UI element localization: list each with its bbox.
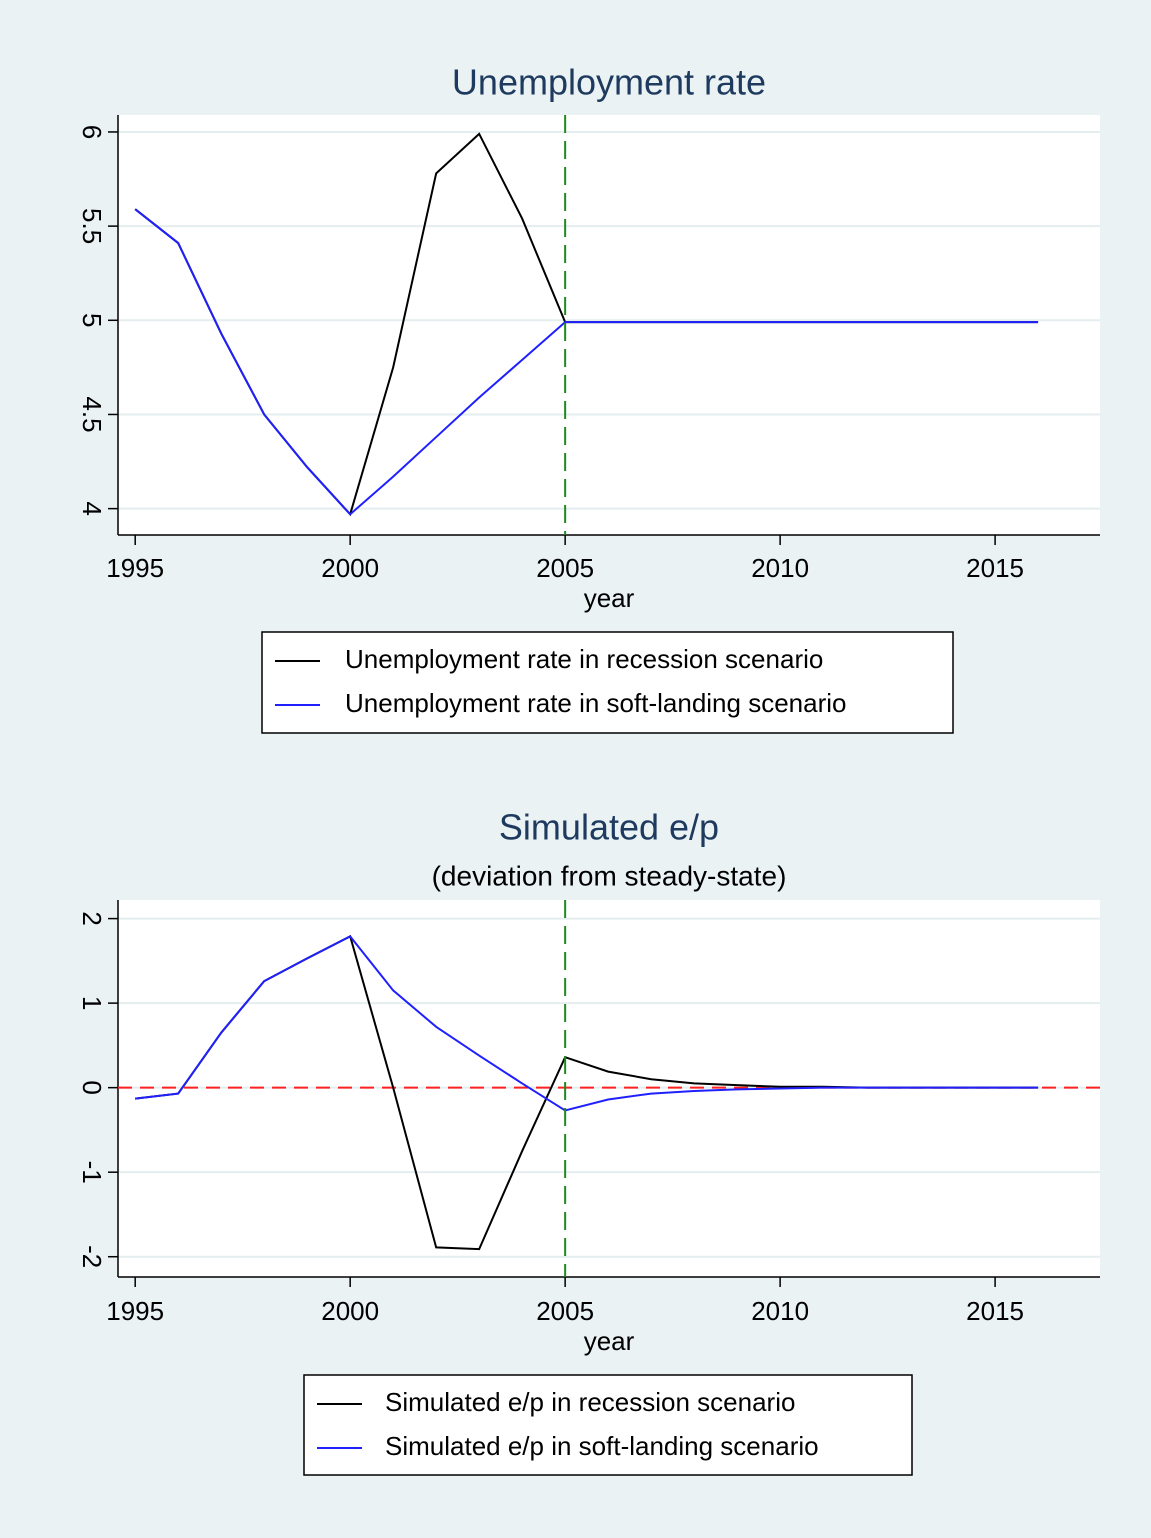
y-tick-label: 4.5 (77, 396, 107, 432)
y-tick-label: -1 (77, 1161, 107, 1184)
y-tick-label: 4 (77, 501, 107, 515)
data-line (135, 935, 1039, 1112)
data-line (134, 208, 1039, 516)
x-tick-label: 2000 (321, 553, 379, 583)
legend-label: Unemployment rate in recession scenario (345, 644, 823, 674)
x-tick-label: 2015 (966, 553, 1024, 583)
y-tick-label: 2 (77, 911, 107, 925)
x-tick-label: 2010 (751, 1296, 809, 1326)
x-tick-label: 2000 (321, 1296, 379, 1326)
x-tick-label: 1995 (106, 553, 164, 583)
legend-label: Simulated e/p in recession scenario (385, 1387, 795, 1417)
plot-area (118, 115, 1100, 535)
x-tick-label: 2015 (966, 1296, 1024, 1326)
y-tick-label: -2 (77, 1245, 107, 1268)
chart-title: Unemployment rate (452, 62, 766, 103)
y-tick-label: 5 (77, 313, 107, 327)
x-axis-label: year (584, 1326, 635, 1356)
x-tick-label: 2010 (751, 553, 809, 583)
chart-subtitle: (deviation from steady-state) (432, 860, 787, 891)
legend-box (261, 631, 954, 734)
legend-label: Simulated e/p in soft-landing scenario (385, 1431, 819, 1461)
x-tick-label: 2005 (536, 1296, 594, 1326)
y-tick-label: 1 (77, 996, 107, 1010)
y-tick-label: 6 (77, 125, 107, 139)
chart-title: Simulated e/p (499, 807, 719, 848)
x-tick-label: 2005 (536, 553, 594, 583)
legend-label: Unemployment rate in soft-landing scenar… (345, 688, 846, 718)
x-tick-label: 1995 (106, 1296, 164, 1326)
y-tick-label: 0 (77, 1080, 107, 1094)
legend-box (303, 1374, 913, 1476)
x-axis-label: year (584, 583, 635, 613)
y-tick-label: 5.5 (77, 208, 107, 244)
